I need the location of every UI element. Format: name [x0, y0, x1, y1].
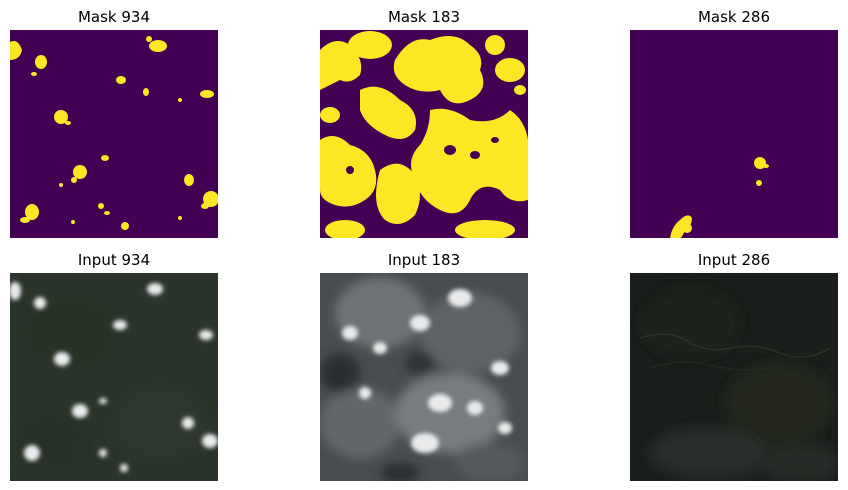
panel-title-input-934: Input 934	[77, 251, 151, 269]
panel-title-mask-183: Mask 183	[387, 8, 461, 26]
mask-image-934	[10, 30, 218, 238]
panel-title-mask-934: Mask 934	[77, 8, 151, 26]
input-image-934	[10, 273, 218, 481]
mask-image-286	[630, 30, 838, 238]
input-image-286	[630, 273, 838, 481]
mask-image-183	[320, 30, 528, 238]
panel-title-input-183: Input 183	[387, 251, 461, 269]
panel-title-input-286: Input 286	[697, 251, 771, 269]
panel-title-mask-286: Mask 286	[697, 8, 771, 26]
input-image-183	[320, 273, 528, 481]
